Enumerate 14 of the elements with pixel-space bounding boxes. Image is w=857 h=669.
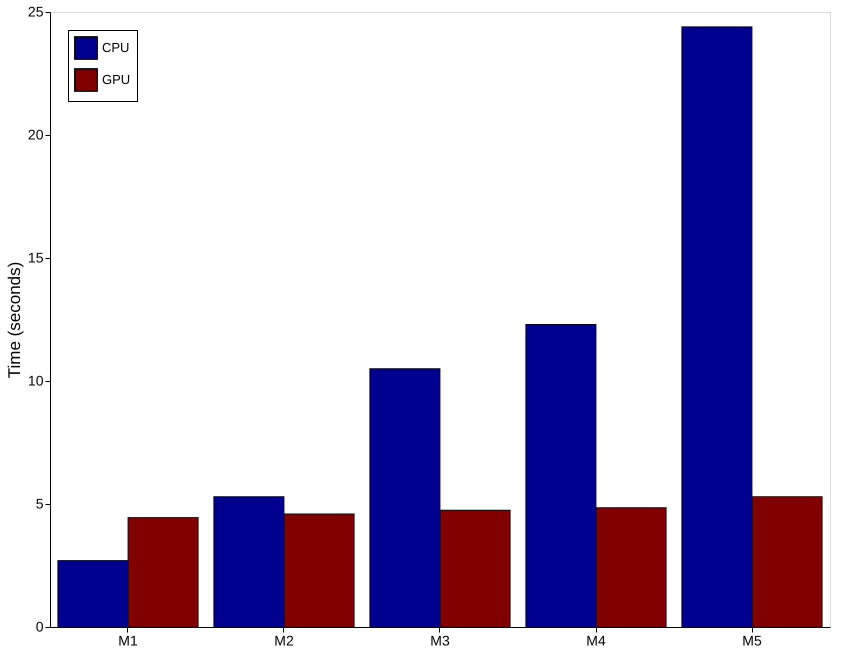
legend-label: GPU	[102, 72, 130, 87]
y-axis-title: Time (seconds)	[4, 262, 24, 378]
y-tick-label: 25	[28, 4, 44, 20]
y-tick-label: 15	[28, 250, 44, 266]
y-tick-label: 0	[36, 618, 44, 634]
x-tick-label: M2	[274, 632, 294, 648]
x-tick-label: M3	[430, 632, 450, 648]
legend-label: CPU	[102, 40, 130, 55]
y-tick-label: 5	[36, 496, 44, 512]
x-tick-label: M5	[742, 632, 762, 648]
x-tick-label: M1	[118, 632, 138, 648]
y-tick-label: 10	[28, 372, 44, 388]
x-tick-label: M4	[586, 632, 606, 648]
y-tick-label: 20	[28, 126, 44, 142]
